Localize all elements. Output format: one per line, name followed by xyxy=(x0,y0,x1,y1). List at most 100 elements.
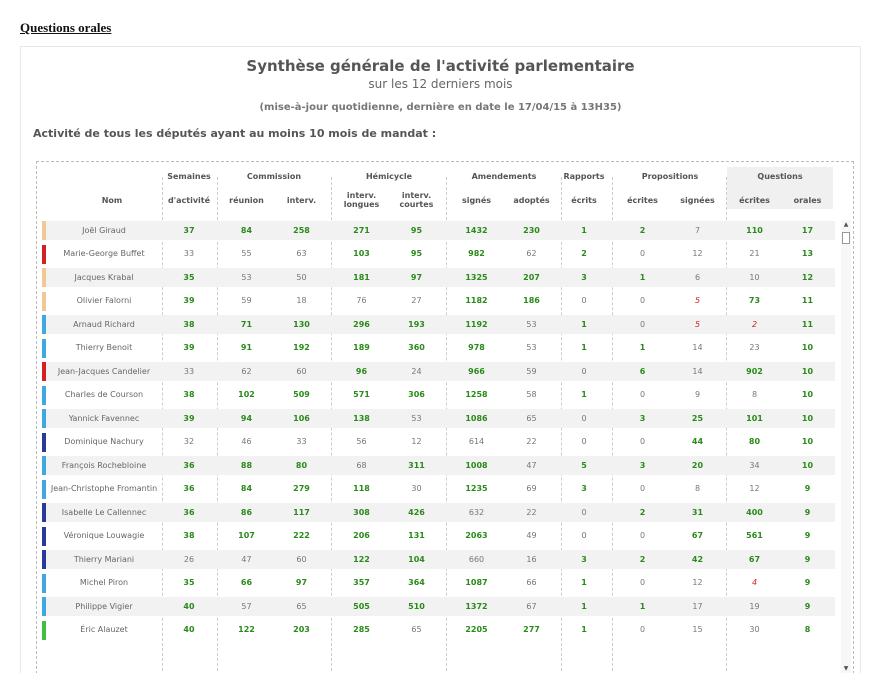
deputy-name-link[interactable]: Yannick Favennec xyxy=(68,413,140,423)
table-row[interactable]: Éric Alauzet 40 122 203 285 65 2205 277 1 0 15 30 8 xyxy=(42,620,835,640)
deputy-name-link[interactable]: François Rochebloine xyxy=(61,460,147,470)
cell-p-signees: 15 xyxy=(692,625,703,634)
deputy-name-link[interactable]: Dominique Nachury xyxy=(64,437,144,446)
cell-courtes: 131 xyxy=(408,531,425,540)
cell-reunion: 46 xyxy=(241,437,252,446)
col-adoptes[interactable]: adoptés xyxy=(513,195,550,205)
table-row[interactable]: Isabelle Le Callennec 36 86 117 308 426 632 22 0… xyxy=(42,503,835,522)
cell-orales: 17 xyxy=(801,225,814,235)
cell-signes: 632 xyxy=(468,507,485,517)
table-row[interactable]: Olivier Falorni 39 59 18 76 27 1182 186 0 0 5 73 11 xyxy=(42,291,835,311)
table-row[interactable]: Marie-George Buffet 33 55 63 103 95 982 62 2 0 12 2… xyxy=(42,244,835,264)
table-row[interactable]: Dominique Nachury 32 46 33 56 12 614 22 0 0 44 80 10 xyxy=(42,432,835,452)
group-color-stripe xyxy=(42,526,46,546)
table-row[interactable]: Véronique Louwagie 38 107 222 206 131 2063 49 0 0… xyxy=(42,526,835,546)
table-row[interactable]: Joël Giraud 37 84 258 271 95 1432 230 1 2 7 110 17 xyxy=(42,221,835,240)
col-interv[interactable]: interv. xyxy=(286,195,317,205)
cell-p-ecrites: 0 xyxy=(639,390,646,399)
table-row[interactable]: Thierry Mariani 26 47 60 122 104 660 16 3 2 42 67 9 xyxy=(42,550,835,569)
group-color-stripe xyxy=(42,432,46,452)
col-orales[interactable]: orales xyxy=(793,195,822,205)
col-nom[interactable]: Nom xyxy=(101,195,123,205)
cell-courtes: 193 xyxy=(408,319,425,329)
cell-signes: 2205 xyxy=(465,625,488,634)
cell-longues: 103 xyxy=(353,249,370,258)
cell-p-signees: 6 xyxy=(694,272,701,282)
cell-q-ecrites: 12 xyxy=(749,484,760,493)
table-row[interactable]: Charles de Courson 38 102 509 571 306 1258 58 1 0… xyxy=(42,385,835,405)
deputy-name-link[interactable]: Marie-George Buffet xyxy=(63,249,145,258)
cell-courtes: 426 xyxy=(408,507,425,517)
scroll-thumb[interactable] xyxy=(842,232,850,244)
table-row[interactable]: Jean-Christophe Fromantin 36 84 279 118 30 123… xyxy=(42,479,835,499)
cell-interv: 509 xyxy=(293,390,310,399)
cell-semaines: 33 xyxy=(183,366,195,376)
deputy-name-link[interactable]: Philippe Vigier xyxy=(75,601,133,611)
deputy-name-link[interactable]: Éric Alauzet xyxy=(80,625,128,634)
cell-adoptes: 67 xyxy=(526,601,537,611)
table-row[interactable]: Jean-Jacques Candelier 33 62 60 96 24 966 59 0 6 1… xyxy=(42,362,835,381)
col-signees[interactable]: signées xyxy=(680,195,715,205)
col-ecrits[interactable]: écrits xyxy=(571,195,597,205)
cell-q-ecrites: 8 xyxy=(751,390,758,399)
cell-signes: 614 xyxy=(468,437,485,446)
questions-orales-link[interactable]: Questions orales xyxy=(20,20,112,35)
cell-orales: 9 xyxy=(804,507,811,517)
cell-p-signees: 44 xyxy=(691,437,704,446)
col-interv-courtes[interactable]: interv. courtes xyxy=(399,191,434,209)
cell-adoptes: 62 xyxy=(526,249,537,258)
col-ecrites[interactable]: écrites xyxy=(627,195,658,205)
cell-p-ecrites: 0 xyxy=(639,249,646,258)
cell-interv: 60 xyxy=(296,554,307,564)
cell-interv: 117 xyxy=(293,507,310,517)
deputy-name-link[interactable]: Jean-Jacques Candelier xyxy=(57,366,151,376)
scroll-up-icon[interactable]: ▲ xyxy=(843,221,849,228)
col-q-ecrites[interactable]: écrites xyxy=(739,195,770,205)
deputy-name-link[interactable]: Jean-Christophe Fromantin xyxy=(50,484,158,493)
cell-p-signees: 20 xyxy=(691,460,704,470)
cell-p-ecrites: 2 xyxy=(639,554,646,564)
cell-q-ecrites: 4 xyxy=(751,578,758,587)
group-color-stripe xyxy=(42,244,46,264)
table-row[interactable]: Jacques Krabal 35 53 50 181 97 1325 207 3 1 6 10 12 xyxy=(42,268,835,287)
deputy-name-link[interactable]: Charles de Courson xyxy=(64,390,144,399)
cell-interv: 203 xyxy=(293,625,310,634)
col-reunion[interactable]: réunion xyxy=(229,195,264,205)
deputy-name-link[interactable]: Michel Piron xyxy=(79,578,129,587)
cell-signes: 1432 xyxy=(465,225,488,235)
deputy-name-link[interactable]: Véronique Louwagie xyxy=(63,531,145,540)
cell-longues: 56 xyxy=(356,437,367,446)
cell-p-signees: 5 xyxy=(694,319,701,329)
cell-orales: 9 xyxy=(804,601,811,611)
deputy-name-link[interactable]: Thierry Benoit xyxy=(75,343,133,352)
cell-p-signees: 42 xyxy=(691,554,704,564)
deputy-name-link[interactable]: Isabelle Le Callennec xyxy=(61,507,147,517)
col-activite[interactable]: d'activité xyxy=(167,195,211,205)
table-row[interactable]: Philippe Vigier 40 57 65 505 510 1372 67 1 1 17 19 9 xyxy=(42,597,835,616)
deputy-name-link[interactable]: Arnaud Richard xyxy=(73,319,135,329)
deputy-name-link[interactable]: Thierry Mariani xyxy=(73,554,135,564)
cell-semaines: 38 xyxy=(183,531,195,540)
col-signes[interactable]: signés xyxy=(461,195,492,205)
header-amendements: Amendements xyxy=(471,172,537,181)
table-scrollbar[interactable]: ▲ ▼ xyxy=(841,220,851,673)
table-row[interactable]: François Rochebloine 36 88 80 68 311 1008 47 5 3 2… xyxy=(42,456,835,475)
table-row[interactable]: Arnaud Richard 38 71 130 296 193 1192 53 1 0 5 2 11 xyxy=(42,315,835,334)
group-color-stripe xyxy=(42,456,46,475)
table-row[interactable]: Thierry Benoit 39 91 192 189 360 978 53 1 1 14 23 10 xyxy=(42,338,835,358)
cell-semaines: 36 xyxy=(183,484,195,493)
group-color-stripe xyxy=(42,362,46,381)
deputy-name-link[interactable]: Jacques Krabal xyxy=(74,272,134,282)
deputy-name-link[interactable]: Joël Giraud xyxy=(82,225,126,235)
cell-p-ecrites: 0 xyxy=(639,484,646,493)
table-row[interactable]: Yannick Favennec 39 94 106 138 53 1086 65 0 3 25 10… xyxy=(42,409,835,428)
table-row[interactable]: Michel Piron 35 66 97 357 364 1087 66 1 0 12 4 9 xyxy=(42,573,835,593)
col-interv-longues[interactable]: interv. longues xyxy=(343,191,380,209)
cell-p-signees: 8 xyxy=(694,484,701,493)
cell-signes: 1182 xyxy=(465,296,488,305)
cell-adoptes: 16 xyxy=(526,554,537,564)
cell-q-ecrites: 80 xyxy=(748,437,761,446)
deputy-name-link[interactable]: Olivier Falorni xyxy=(76,296,132,305)
cell-q-ecrites: 30 xyxy=(749,625,760,634)
scroll-down-icon[interactable]: ▼ xyxy=(843,665,849,672)
